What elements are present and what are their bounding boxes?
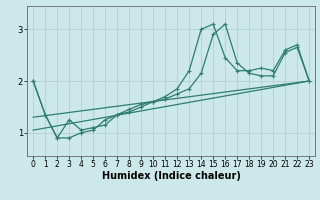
X-axis label: Humidex (Indice chaleur): Humidex (Indice chaleur) [102, 171, 241, 181]
